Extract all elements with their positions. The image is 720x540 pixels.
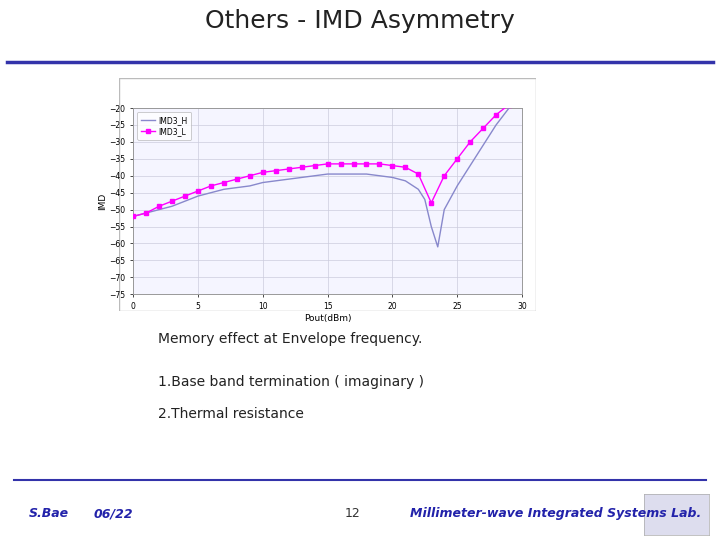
Line: IMD3_L: IMD3_L: [131, 102, 511, 219]
Legend: IMD3_H, IMD3_L: IMD3_H, IMD3_L: [137, 112, 192, 140]
IMD3_L: [246, 172, 254, 179]
IMD3_L: [414, 171, 423, 177]
Text: 1.Base band termination ( imaginary ): 1.Base band termination ( imaginary ): [158, 375, 424, 389]
Text: 12: 12: [345, 507, 361, 521]
Text: 06/22: 06/22: [94, 507, 133, 521]
IMD3_H: [233, 184, 241, 191]
IMD3_H: [155, 206, 163, 213]
Text: Millimeter-wave Integrated Systems Lab.: Millimeter-wave Integrated Systems Lab.: [410, 507, 702, 521]
IMD3_H: [336, 171, 345, 177]
IMD3_L: [233, 176, 241, 183]
IMD3_H: [310, 172, 319, 179]
IMD3_H: [427, 224, 436, 230]
Line: IMD3_H: IMD3_H: [133, 108, 509, 247]
IMD3_H: [453, 183, 462, 189]
IMD3_H: [271, 178, 280, 184]
IMD3_L: [258, 169, 267, 176]
IMD3_L: [440, 172, 449, 179]
IMD3_L: [466, 139, 474, 145]
IMD3_L: [401, 164, 410, 171]
IMD3_H: [440, 206, 449, 213]
IMD3_H: [401, 178, 410, 184]
IMD3_L: [271, 167, 280, 174]
IMD3_H: [323, 171, 332, 177]
IMD3_L: [310, 163, 319, 169]
IMD3_H: [466, 163, 474, 169]
IMD3_H: [246, 183, 254, 189]
IMD3_L: [284, 166, 293, 172]
IMD3_H: [362, 171, 371, 177]
IMD3_H: [375, 172, 384, 179]
IMD3_L: [505, 102, 513, 108]
IMD3_H: [420, 196, 429, 202]
IMD3_H: [284, 176, 293, 183]
IMD3_H: [194, 193, 202, 199]
IMD3_H: [492, 122, 500, 128]
IMD3_H: [414, 186, 423, 193]
IMD3_L: [388, 163, 397, 169]
IMD3_L: [181, 193, 189, 199]
IMD3_H: [297, 174, 306, 181]
X-axis label: Pout(dBm): Pout(dBm): [304, 314, 351, 323]
IMD3_L: [479, 125, 487, 132]
IMD3_L: [207, 183, 215, 189]
IMD3_L: [427, 200, 436, 206]
IMD3_H: [258, 179, 267, 186]
Y-axis label: IMD: IMD: [98, 193, 107, 210]
IMD3_L: [297, 164, 306, 171]
IMD3_L: [375, 161, 384, 167]
IMD3_H: [142, 210, 150, 216]
IMD3_L: [453, 156, 462, 162]
IMD3_L: [492, 112, 500, 118]
IMD3_H: [388, 174, 397, 181]
IMD3_L: [168, 198, 176, 204]
IMD3_H: [168, 203, 176, 210]
IMD3_L: [194, 188, 202, 194]
Text: Others - IMD Asymmetry: Others - IMD Asymmetry: [205, 9, 515, 33]
IMD3_L: [349, 161, 358, 167]
IMD3_H: [129, 213, 138, 220]
IMD3_L: [129, 213, 138, 220]
IMD3_H: [505, 105, 513, 111]
IMD3_L: [323, 161, 332, 167]
FancyBboxPatch shape: [119, 78, 536, 310]
IMD3_L: [155, 203, 163, 210]
IMD3_H: [349, 171, 358, 177]
IMD3_H: [433, 244, 442, 250]
IMD3_L: [220, 179, 228, 186]
IMD3_H: [479, 142, 487, 149]
Text: Memory effect at Envelope frequency.: Memory effect at Envelope frequency.: [158, 332, 423, 346]
IMD3_H: [220, 186, 228, 193]
IMD3_H: [207, 190, 215, 196]
IMD3_H: [181, 198, 189, 204]
Text: S.Bae: S.Bae: [29, 507, 69, 521]
IMD3_L: [336, 161, 345, 167]
Text: 2.Thermal resistance: 2.Thermal resistance: [158, 408, 305, 422]
IMD3_L: [362, 161, 371, 167]
IMD3_L: [142, 210, 150, 216]
